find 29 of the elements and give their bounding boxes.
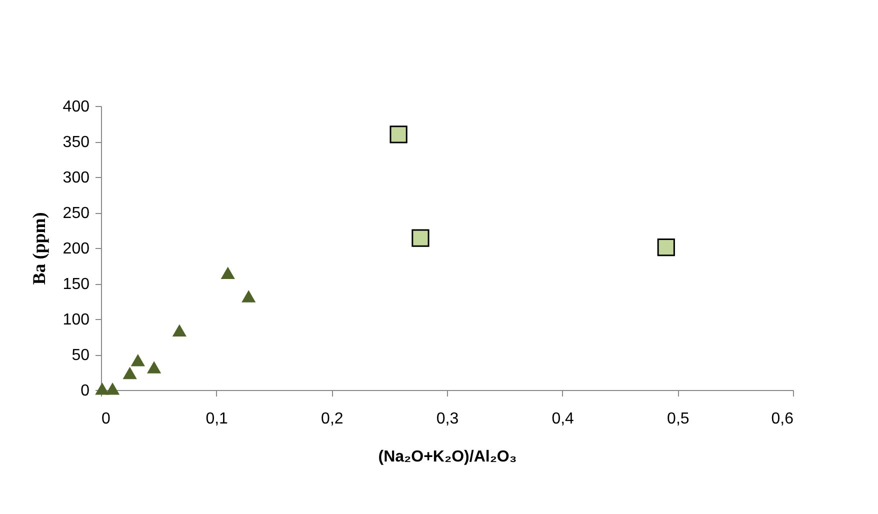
x-tick-label: 0,3 <box>436 410 459 428</box>
y-tick-label: 300 <box>62 170 90 186</box>
y-tick-label: 200 <box>62 240 90 258</box>
x-tick-label: 0 <box>102 410 110 428</box>
y-tick-label: 400 <box>62 98 90 116</box>
x-tick-label: 0,6 <box>771 410 794 428</box>
y-tick-label: 0 <box>80 382 90 400</box>
point <box>412 229 430 247</box>
point <box>105 382 120 395</box>
x-tick-label: 0,2 <box>321 410 344 428</box>
y-tick-label: 250 <box>62 205 90 222</box>
y-tick-label: 100 <box>62 312 90 328</box>
point <box>130 354 145 366</box>
y-axis-title: Ba (ppm) <box>28 212 49 285</box>
point <box>220 266 235 279</box>
point <box>95 382 110 395</box>
point <box>242 290 256 302</box>
x-axis-title: (Na₂O+K₂O)/Al₂O₃ <box>378 448 517 466</box>
point <box>122 366 137 380</box>
point <box>172 324 186 336</box>
x-tick-label: 0,4 <box>552 410 574 428</box>
y-tick-label: 50 <box>72 347 90 364</box>
point <box>146 361 162 374</box>
point <box>390 126 408 144</box>
y-tick-label: 150 <box>62 276 90 293</box>
y-tick-label: 350 <box>62 134 90 151</box>
point <box>657 238 675 256</box>
x-tick-label: 0,1 <box>206 410 228 428</box>
x-tick-label: 0,5 <box>667 410 690 428</box>
